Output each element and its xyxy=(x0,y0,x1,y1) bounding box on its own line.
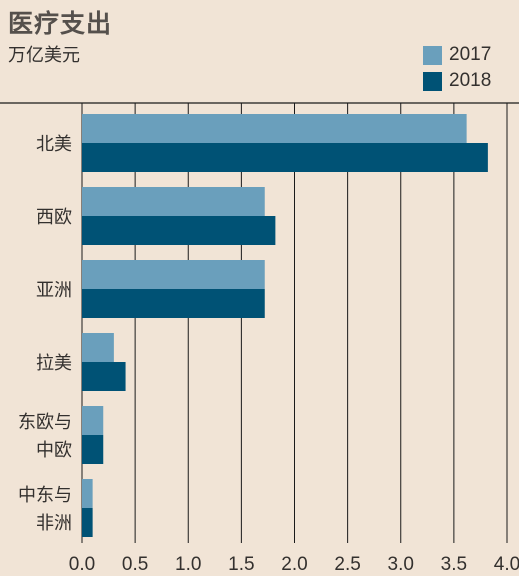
bar-2018-1 xyxy=(82,216,276,245)
bar-2018-3 xyxy=(82,362,126,391)
bar-2017-1 xyxy=(82,187,265,216)
category-label-line: 东欧与 xyxy=(18,412,72,433)
bar-2017-5 xyxy=(82,479,93,508)
legend-item-2017: 2017 xyxy=(423,42,491,68)
x-tick-label: 4.0 xyxy=(494,554,519,575)
category-label: 中东与非洲 xyxy=(18,485,72,534)
x-tick-label: 2.5 xyxy=(334,554,360,575)
x-tick-label: 0.0 xyxy=(69,554,95,575)
bar-2017-0 xyxy=(82,114,467,143)
category-label-line: 中东与 xyxy=(18,485,72,506)
chart-title: 医疗支出 xyxy=(8,9,113,38)
category-label: 北美 xyxy=(36,134,72,155)
bar-2018-4 xyxy=(82,435,104,464)
chart-unit-label: 万亿美元 xyxy=(8,45,80,66)
x-tick-label: 3.5 xyxy=(441,554,467,575)
legend: 2017 2018 xyxy=(423,42,491,94)
category-label: 拉美 xyxy=(36,353,72,374)
category-label-line: 中欧 xyxy=(36,440,72,461)
legend-label-2017: 2017 xyxy=(449,44,492,65)
legend-item-2018: 2018 xyxy=(423,68,491,94)
x-tick-label: 3.0 xyxy=(388,554,414,575)
legend-label-2018: 2018 xyxy=(449,70,492,91)
bar-2017-4 xyxy=(82,406,104,435)
x-tick-label: 1.0 xyxy=(175,554,201,575)
category-label-line: 亚洲 xyxy=(36,280,72,301)
category-label-line: 非洲 xyxy=(36,513,72,534)
x-tick-label: 2.0 xyxy=(281,554,307,575)
category-label-line: 拉美 xyxy=(36,353,72,374)
bar-2017-3 xyxy=(82,333,114,362)
bar-2018-0 xyxy=(82,143,488,172)
x-tick-label: 1.5 xyxy=(228,554,254,575)
category-label-line: 西欧 xyxy=(36,207,72,228)
x-tick-label: 0.5 xyxy=(122,554,148,575)
bar-2018-5 xyxy=(82,508,93,537)
bar-2018-2 xyxy=(82,289,265,318)
category-label: 西欧 xyxy=(36,207,72,228)
category-label: 东欧与中欧 xyxy=(18,412,72,461)
category-label: 亚洲 xyxy=(36,280,72,301)
legend-swatch-2017 xyxy=(423,45,442,65)
legend-swatch-2018 xyxy=(423,71,442,91)
bar-2017-2 xyxy=(82,260,265,289)
category-label-line: 北美 xyxy=(36,134,72,155)
